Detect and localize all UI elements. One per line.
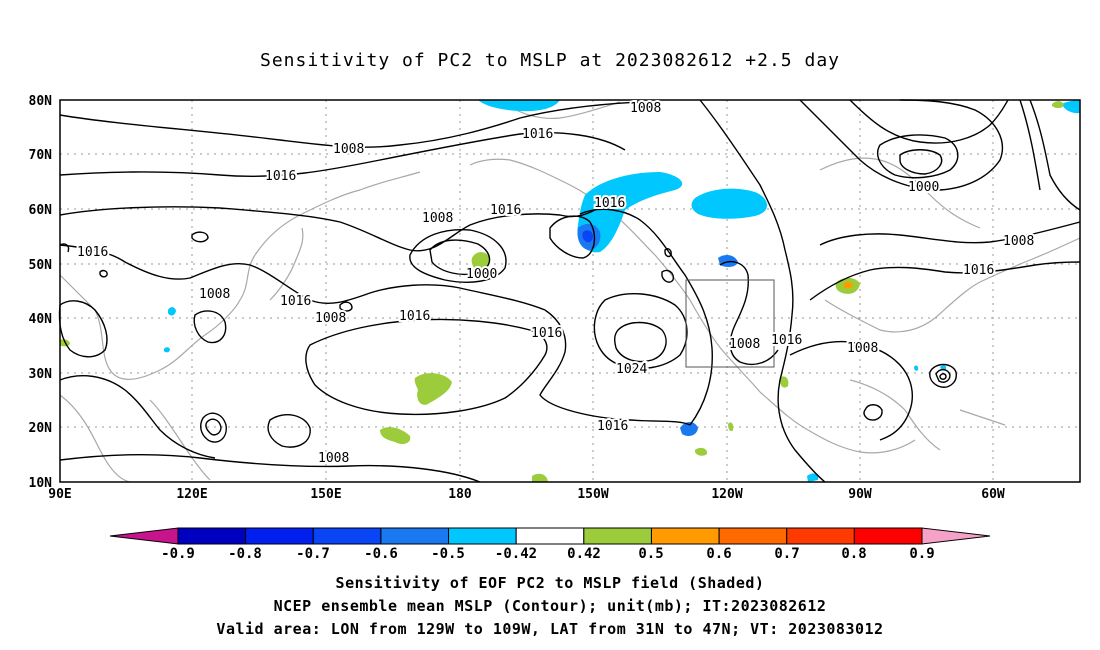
colorbar-cell	[177, 527, 247, 545]
shaded-negative	[168, 307, 176, 316]
shaded-negative	[807, 473, 819, 482]
colorbar-cell	[853, 527, 923, 545]
contour-label: 1008	[847, 341, 878, 356]
contour-labels: 1008 1016 1016 1008 1016 1008 1000 1016 …	[75, 99, 1036, 468]
caption-line-2: NCEP ensemble mean MSLP (Contour); unit(…	[273, 597, 827, 615]
colorbar-cell	[583, 527, 652, 545]
colorbar-tick-label: 0.6	[706, 546, 731, 562]
contour-label: 1016	[963, 263, 994, 278]
lon-tick-label: 150E	[310, 487, 341, 502]
lat-tick-label: 20N	[29, 421, 53, 436]
contour-label: 1024	[616, 362, 647, 377]
shaded-positive	[414, 373, 452, 405]
shaded-negative	[680, 422, 698, 436]
contour-label: 1008	[333, 142, 364, 157]
lon-tick-label: 180	[448, 487, 472, 502]
lat-tick-label: 70N	[29, 148, 53, 163]
contour-label: 1016	[490, 203, 521, 218]
sensitivity-shading	[60, 100, 1080, 482]
colorbar-cell	[448, 527, 517, 545]
colorbar-tick-label: 0.5	[638, 546, 663, 562]
longitude-axis: 90E 120E 150E 180 150W 120W 90W 60W	[48, 487, 1005, 502]
lat-tick-label: 10N	[29, 476, 53, 491]
lon-tick-label: 150W	[577, 487, 608, 502]
shaded-positive	[695, 447, 708, 456]
colorbar-cell	[718, 527, 788, 545]
colorbar: -0.9 -0.8 -0.7 -0.6 -0.5 -0.42 0.42 0.5 …	[109, 527, 991, 562]
contour-label: 1016	[771, 333, 802, 348]
shaded-negative	[914, 365, 919, 371]
caption-line-1: Sensitivity of EOF PC2 to MSLP field (Sh…	[335, 574, 765, 592]
contour-label: 1008	[422, 211, 453, 226]
contour-label: 1008	[318, 451, 349, 466]
shaded-negative	[164, 347, 170, 353]
chart-title: Sensitivity of PC2 to MSLP at 2023082612…	[259, 50, 840, 71]
contour-label: 1016	[522, 127, 553, 142]
contour-label: 1008	[315, 311, 346, 326]
contour-label: 1008	[1003, 234, 1034, 249]
lon-tick-label: 90E	[48, 487, 71, 502]
colorbar-tick-label: 0.9	[909, 546, 934, 562]
contour-label: 1008	[729, 337, 760, 352]
lon-tick-label: 60W	[981, 487, 1005, 502]
shaded-negative	[1062, 100, 1080, 114]
shaded-negative	[577, 172, 683, 253]
shaded-negative	[478, 100, 560, 112]
lon-tick-label: 120W	[711, 487, 742, 502]
shaded-positive	[728, 422, 734, 432]
caption-line-3: Valid area: LON from 129W to 109W, LAT f…	[216, 620, 884, 638]
colorbar-tick-label: -0.5	[431, 546, 465, 562]
shaded-positive	[532, 473, 548, 482]
contour-label: 1008	[650, 101, 681, 116]
colorbar-tick-label: -0.42	[495, 546, 537, 562]
lon-tick-label: 120E	[176, 487, 207, 502]
lat-tick-label: 80N	[29, 94, 53, 109]
contour-label: 1000	[466, 267, 497, 282]
colorbar-cell	[515, 527, 585, 545]
colorbar-tick-label: -0.6	[364, 546, 398, 562]
contour-label: 1016	[597, 419, 628, 434]
contour-label: 1016	[594, 196, 625, 211]
colorbar-cell	[786, 527, 855, 545]
shaded-negative	[582, 230, 593, 243]
map-plot-area	[58, 99, 1081, 483]
contour-label: 1016	[531, 326, 562, 341]
lon-tick-label: 90W	[848, 487, 872, 502]
lat-tick-label: 40N	[29, 312, 53, 327]
contour-label: 1016	[77, 245, 108, 260]
colorbar-tick-label: 0.42	[567, 546, 601, 562]
shaded-positive	[380, 427, 411, 444]
contour-label: 1016	[265, 169, 296, 184]
contour-label: 1016	[399, 309, 430, 324]
contour-label: 1000	[908, 180, 939, 195]
latitude-axis: 80N 70N 60N 50N 40N 30N 20N 10N	[29, 94, 53, 491]
colorbar-tick-label: -0.7	[296, 546, 330, 562]
contour-label: 1008	[630, 101, 661, 116]
shaded-negative	[691, 188, 768, 219]
colorbar-high-end	[921, 527, 991, 545]
contour-label: 1016	[280, 294, 311, 309]
shaded-positive	[779, 376, 789, 388]
colorbar-cell	[245, 527, 314, 545]
colorbar-tick-label: -0.8	[228, 546, 262, 562]
shaded-positive	[471, 252, 490, 272]
colorbar-cells	[177, 527, 923, 545]
colorbar-cell	[312, 527, 382, 545]
lat-tick-label: 30N	[29, 367, 53, 382]
colorbar-low-end	[109, 527, 179, 545]
shaded-negative	[940, 365, 947, 371]
colorbar-cell	[380, 527, 450, 545]
colorbar-tick-label: -0.9	[161, 546, 195, 562]
shaded-positive	[844, 282, 853, 289]
colorbar-tick-label: 0.7	[774, 546, 799, 562]
lat-tick-label: 50N	[29, 258, 53, 273]
valid-area-box	[685, 279, 775, 368]
colorbar-cell	[650, 527, 720, 545]
lat-tick-label: 60N	[29, 203, 53, 218]
shaded-positive	[1052, 101, 1064, 109]
contour-label: 1008	[199, 287, 230, 302]
mslp-contours	[58, 99, 1081, 483]
colorbar-tick-label: 0.8	[841, 546, 866, 562]
